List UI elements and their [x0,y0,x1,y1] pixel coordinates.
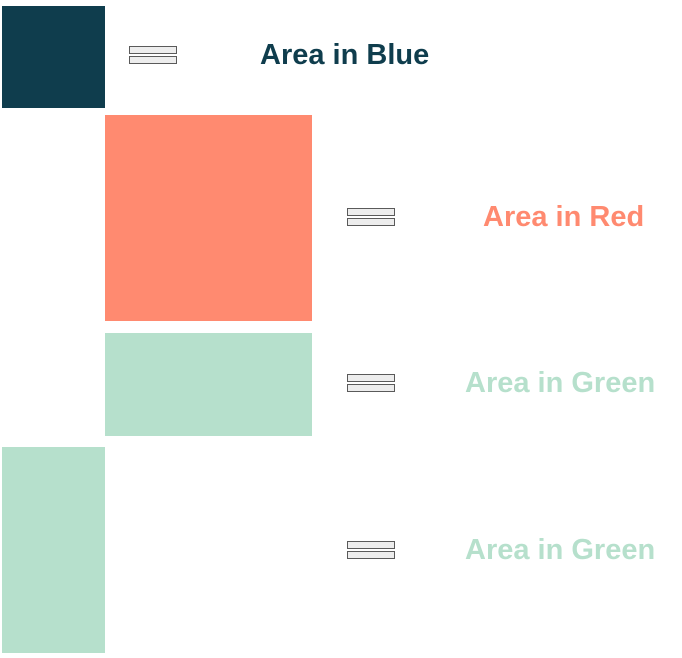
equals-sign-icon [347,207,395,227]
green-rectangle-horizontal [105,333,312,436]
equals-sign-icon [129,45,177,65]
label-area-in-red: Area in Red [483,201,645,233]
equals-sign-icon [347,540,395,560]
label-area-in-green: Area in Green [465,367,656,399]
label-area-in-green: Area in Green [465,534,656,566]
blue-square [2,6,105,108]
equals-sign-icon [347,373,395,393]
label-area-in-blue: Area in Blue [260,39,430,71]
red-square [105,115,312,321]
green-rectangle-vertical [2,447,105,653]
